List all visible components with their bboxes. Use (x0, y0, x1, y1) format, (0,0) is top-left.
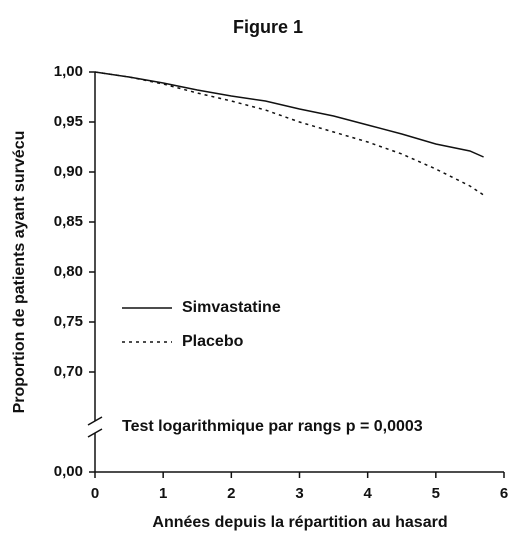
y-tick-label: 0,85 (54, 213, 83, 230)
y-tick-label: 0,95 (54, 113, 83, 130)
y-axis-label: Proportion de patients ayant survécu (11, 131, 28, 414)
y-tick-label: 0,00 (54, 463, 83, 480)
legend-label: Placebo (182, 333, 244, 350)
x-tick-label: 0 (91, 485, 99, 502)
axis-break (87, 416, 103, 426)
x-tick-label: 4 (363, 485, 372, 502)
x-tick-label: 6 (500, 485, 508, 502)
x-tick-label: 2 (227, 485, 235, 502)
x-axis-label: Années depuis la répartition au hasard (152, 514, 447, 531)
x-tick-label: 5 (432, 485, 440, 502)
x-tick-label: 3 (295, 485, 303, 502)
line (94, 71, 485, 196)
y-tick-label: 0,90 (54, 163, 83, 180)
y-tick-label: 0,75 (54, 313, 83, 330)
y-tick-label: 0,70 (54, 363, 83, 380)
legend-label: Simvastatine (182, 299, 281, 316)
annotation: Test logarithmique par rangs p = 0,0003 (122, 418, 423, 435)
y-tick-label: 1,00 (54, 63, 83, 80)
chart-title: Figure 1 (233, 17, 303, 37)
y-tick-label: 0,80 (54, 263, 83, 280)
line (94, 71, 484, 158)
x-tick-label: 1 (159, 485, 167, 502)
axis-break (87, 428, 103, 438)
